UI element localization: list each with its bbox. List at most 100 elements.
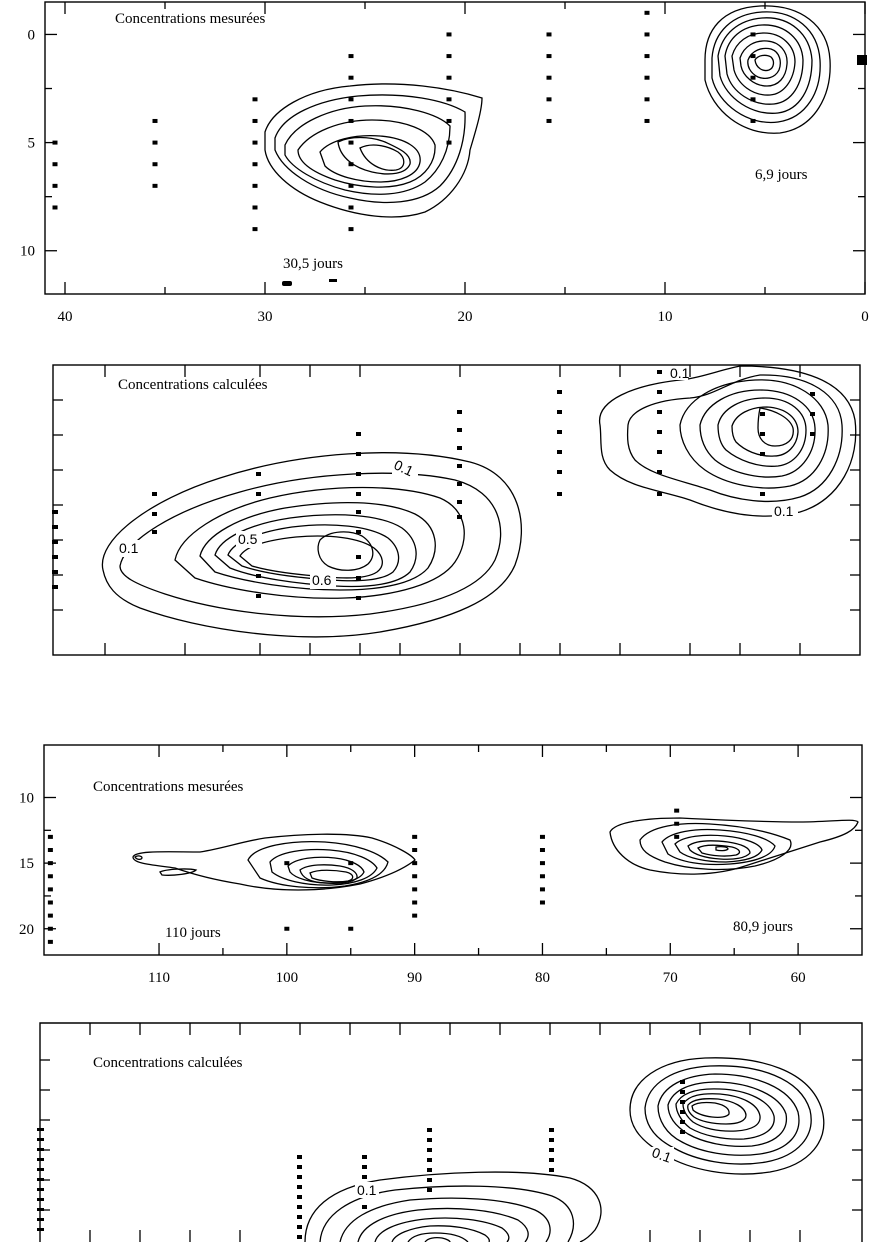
panel-3-isoline [661,828,776,866]
panel-4-isoline [357,1207,529,1242]
panel-1-isoline [747,47,781,79]
panel-1-plume-30-5-jours [264,83,483,218]
x-tick-label: 110 [148,970,170,986]
panel-3-isoline [134,855,143,861]
panel-2-isoline [599,365,857,517]
panel-3-isoline [715,845,729,852]
x-tick-label: 0 [861,309,869,325]
sampling-well-point [284,926,290,931]
panel-calculated-2: Concentrations calculées 0.1 0.1 [37,1022,863,1242]
panel-2-isoline [717,397,807,467]
x-tick-label: 70 [663,970,678,986]
sampling-well-point [546,54,552,59]
sampling-well-point [252,118,258,123]
panel-3-isoline [687,840,751,860]
sampling-well-point [152,140,158,145]
sampling-well-point [412,834,418,839]
sampling-well-point [674,821,680,826]
sampling-well-point [539,834,545,839]
sampling-well-point [546,32,552,37]
sampling-well-point [348,227,354,232]
sampling-well-point [644,32,650,37]
sampling-well-point [52,205,58,210]
sampling-well-point [412,848,418,852]
sampling-well-point [750,54,756,59]
sampling-well-point [539,887,545,892]
sampling-well-point [348,140,354,145]
y-tick-label: 10 [19,791,34,807]
x-tick-label: 60 [791,970,806,986]
panel-4-isoline [657,1073,800,1156]
panel-4-isoline [424,1236,451,1242]
panel-4-contour-labels: 0.1 0.1 [355,1144,674,1198]
sampling-well-point [47,848,53,852]
panel-3-frame [43,744,863,956]
sampling-well-point [446,54,452,59]
panel-2-title: Concentrations calculées [118,377,268,393]
panel-4-frame [39,1022,863,1242]
panel-4-isoline [391,1225,491,1242]
panel-4-isoline [304,1171,602,1242]
sampling-well-point [252,205,258,210]
panel-3-plume-110-jours [132,833,416,891]
panel-2-isoline [101,452,522,638]
panel-2-isoline [199,501,436,591]
sampling-well-point [252,162,258,167]
y-tick-label: 15 [19,856,34,872]
panel-2-isoline [317,531,374,571]
sampling-well-point [446,32,452,37]
sampling-well-point [348,75,354,80]
panel-2-contour-label: 0.1 [119,540,139,556]
panel-3-isoline [269,848,378,886]
panel-2-contour-label: 0.1 [774,503,794,519]
panel-3-x-ticks: 110 100 90 80 70 60 [148,745,806,986]
sampling-well-point [47,887,53,892]
panel-measured-1: Concentrations mesurées 30,5 jours 6,9 j… [20,1,869,325]
sampling-well-point [750,97,756,102]
sampling-well-point [47,926,53,931]
panel-measured-2: Concentrations mesurées 110 jours 80,9 j… [19,744,863,986]
panel-2-isoline [174,486,465,599]
sampling-well-point [539,900,545,905]
sampling-well-point [546,97,552,102]
panel-1-isoline [731,32,796,96]
x-tick-label: 90 [407,970,422,986]
sampling-well-point [47,834,53,839]
panel-2-sampling-wells [52,370,815,600]
panel-2-isoline [679,379,829,489]
panel-3-title: Concentrations mesurées [93,779,244,795]
sampling-well-point [348,926,354,931]
sampling-well-point [348,54,354,59]
panel-2-isoline [757,407,794,447]
sampling-well-point [644,118,650,123]
panel-1-isoline [704,5,831,134]
sampling-well-point [644,75,650,80]
x-tick-label: 100 [276,970,299,986]
sampling-well-point [644,97,650,102]
sampling-well-point [674,834,680,839]
sampling-well-point [412,874,418,879]
panel-4-contour-label: 0.1 [357,1182,377,1198]
sampling-well-point [348,118,354,123]
sampling-well-point [539,848,545,852]
sampling-well-point [446,118,452,123]
panel-2-isoline [119,472,502,618]
y-tick-label: 5 [28,136,36,152]
panel-4-isoline [319,1185,575,1242]
panel-2-isoline [699,389,816,478]
x-tick-label: 80 [535,970,550,986]
panel-3-annotation-110: 110 jours [165,925,221,941]
panel-2-isoline [239,535,383,579]
panel-4-plume-left [304,1171,602,1242]
panel-3-sampling-wells [47,808,680,944]
panel-1-isoline [359,144,405,171]
panel-4-isoline [682,1093,761,1132]
panel-3-isoline [674,834,763,863]
sampling-well-point [412,913,418,918]
panel-1-frame [44,1,866,295]
x-tick-label: 30 [258,309,273,325]
sampling-well-point [644,10,650,15]
sampling-well-point [47,861,53,866]
panel-1-isoline [264,83,483,218]
